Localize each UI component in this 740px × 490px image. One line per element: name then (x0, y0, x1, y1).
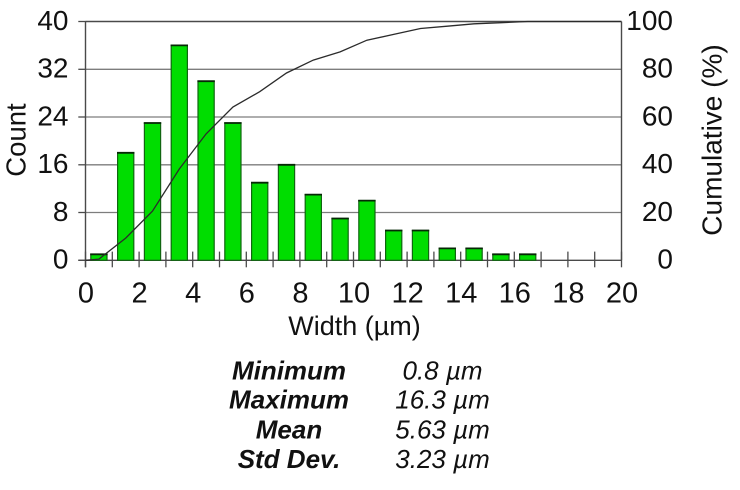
svg-text:2: 2 (132, 278, 148, 310)
svg-text:0: 0 (53, 244, 69, 275)
svg-text:Width (µm): Width (µm) (288, 311, 421, 341)
svg-text:0: 0 (78, 278, 94, 310)
svg-text:20: 20 (606, 278, 638, 310)
svg-text:Count: Count (1, 103, 32, 177)
svg-text:0: 0 (657, 244, 673, 275)
svg-text:20: 20 (642, 196, 673, 227)
svg-text:60: 60 (642, 100, 673, 131)
svg-text:Minimum: Minimum (232, 355, 346, 385)
svg-text:18: 18 (552, 278, 584, 310)
svg-text:8: 8 (53, 196, 69, 227)
svg-text:12: 12 (391, 278, 423, 310)
svg-text:3.23 µm: 3.23 µm (395, 444, 489, 474)
svg-text:Std Dev.: Std Dev. (238, 444, 341, 474)
svg-text:0.8 µm: 0.8 µm (402, 355, 482, 385)
svg-text:16: 16 (37, 148, 68, 179)
svg-text:14: 14 (445, 278, 477, 310)
svg-text:40: 40 (37, 5, 68, 36)
svg-text:8: 8 (292, 278, 308, 310)
svg-text:100: 100 (626, 5, 673, 36)
svg-text:Cumulative (%): Cumulative (%) (697, 44, 728, 235)
svg-text:10: 10 (338, 278, 370, 310)
svg-text:Maximum: Maximum (229, 384, 349, 414)
svg-text:16.3 µm: 16.3 µm (395, 384, 489, 414)
svg-text:5.63 µm: 5.63 µm (395, 415, 489, 445)
svg-text:4: 4 (185, 278, 201, 310)
svg-text:80: 80 (642, 53, 673, 84)
svg-text:6: 6 (239, 278, 255, 310)
svg-text:32: 32 (37, 53, 68, 84)
svg-text:40: 40 (642, 148, 673, 179)
svg-text:16: 16 (499, 278, 531, 310)
svg-text:24: 24 (37, 100, 68, 131)
svg-text:Mean: Mean (256, 415, 322, 445)
